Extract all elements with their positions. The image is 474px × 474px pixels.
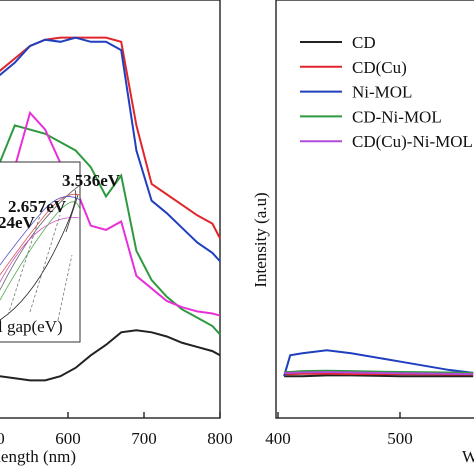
- inset-label: 24eV: [0, 213, 36, 232]
- legend-label: CD-Ni-MOL: [352, 107, 442, 126]
- inset-curves: [0, 184, 81, 321]
- x-tick-label: 600: [55, 429, 81, 448]
- inset-label: 2.657eV: [8, 197, 67, 216]
- x-tick-label: 500: [0, 429, 5, 448]
- x-axis-label: Wavelength (nm): [0, 447, 76, 466]
- series-line: [0, 110, 221, 317]
- legend-label: CD(Cu): [352, 58, 407, 77]
- legend-label: CD(Cu)-Ni-MOL: [352, 132, 473, 151]
- inset-tangent: [7, 199, 73, 321]
- inset-curve: [0, 196, 81, 266]
- plot-frame: [0, 0, 221, 419]
- inset-curve: [0, 193, 81, 276]
- inset-arrow: [65, 194, 79, 233]
- y-axis-label: Intensity (a.u): [251, 192, 270, 287]
- x-tick-label: 800: [207, 429, 233, 448]
- series-line: [0, 124, 221, 336]
- inset-curve: [0, 217, 81, 283]
- inset-curve: [0, 189, 77, 321]
- inset: 3.536eV 2.657eV 24eV l gap(eV): [0, 161, 121, 343]
- plot-frame: [275, 0, 474, 419]
- legend-label: Ni-MOL: [352, 83, 412, 102]
- series-line: [284, 371, 474, 376]
- inset-frame: [0, 161, 81, 343]
- inset-axis-label: l gap(eV): [0, 317, 63, 336]
- series-line: [283, 349, 474, 377]
- series-line: [0, 329, 221, 382]
- series-line: [0, 36, 221, 262]
- inset-label: 3.536eV: [62, 171, 121, 190]
- x-tick-label: 700: [131, 429, 157, 448]
- x-tick-label: 500: [387, 429, 413, 448]
- legend-label: CD: [352, 33, 376, 52]
- x-tick-label: 400: [265, 429, 291, 448]
- x-axis-label: Wavelength (nm): [462, 447, 474, 466]
- series-line: [284, 374, 474, 378]
